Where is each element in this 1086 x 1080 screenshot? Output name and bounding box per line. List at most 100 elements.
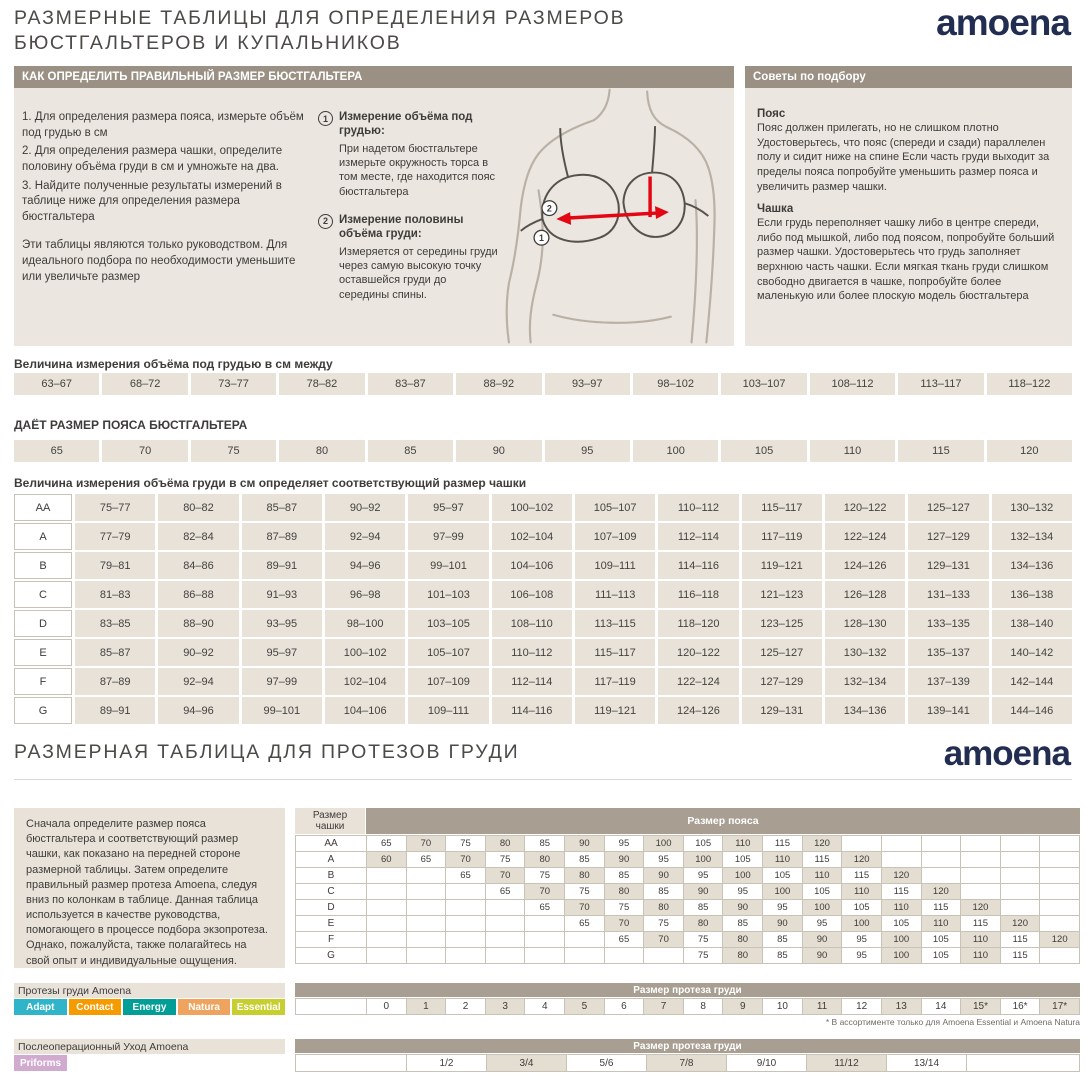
prosthesis-band-cell: 95 [644, 852, 683, 867]
prosthesis-band-cell: 115 [1000, 948, 1040, 963]
prosthesis-band-cell: 105 [921, 948, 961, 963]
prosthesis-band-cell: 95 [842, 948, 881, 963]
prosthesis-band-cell: 105 [683, 836, 723, 851]
prosthesis-band-cell: 110 [723, 836, 763, 851]
bust-range-cell: 87–89 [75, 668, 156, 695]
prosthesis-band-cell: 90 [802, 948, 842, 963]
prosthesis-band-cell [604, 948, 644, 963]
prosthesis-band-cell: 120 [1040, 932, 1079, 947]
cup-size-row: D 83–85 88–90 93–95 98–100 103–105 108–110 113–… [14, 610, 1072, 637]
prosthesis-band-cell: 100 [763, 884, 802, 899]
prosthesis-band-cell: 85 [604, 868, 644, 883]
prosthesis-band-cell: 80 [723, 948, 763, 963]
bust-range-cell: 114–116 [491, 697, 572, 724]
prosthesis-band-cell: 120 [881, 868, 921, 883]
bust-range-cell: 102–104 [324, 668, 406, 695]
prosthesis-band-cell: 75 [485, 852, 525, 867]
prosthesis-band-cell: 90 [604, 852, 644, 867]
bust-range-cell: 86–88 [158, 581, 239, 608]
steps-column: 1. Для определения размера пояса, измерь… [14, 88, 316, 346]
prosthesis-band-cell [367, 884, 406, 899]
measurement-2-body: Измерение половины объёма груди: Измеряе… [339, 213, 498, 302]
tip-band-text: Пояс должен прилегать, но не слишком пло… [757, 122, 1050, 193]
bust-range-cell: 92–94 [324, 523, 406, 550]
bust-range-cell: 125–127 [741, 639, 822, 666]
prosthesis-band-cell: 90 [802, 932, 842, 947]
band-size-cell: 70 [102, 440, 188, 462]
prosthesis-band-cell: 80 [644, 900, 683, 915]
prosthesis-band-cell: 65 [446, 868, 485, 883]
prosthesis-band-cell [446, 932, 485, 947]
measurement-2-title: Измерение половины объёма груди: [339, 213, 464, 241]
sizes-footnote: * В ассортименте только для Amoena Essen… [825, 1017, 1080, 1027]
prosthesis-band-cell [961, 836, 1000, 851]
prosthesis-band-cell [921, 868, 961, 883]
bust-range-cell: 137–139 [908, 668, 989, 695]
cup-letter-cell: AA [14, 494, 72, 521]
care-size-cell: 11/12 [807, 1055, 886, 1071]
measurement-1-title: Измерение объёма под грудью: [339, 111, 473, 138]
bust-range-cell: 129–131 [908, 552, 989, 579]
prosthesis-band-cell: 110 [961, 948, 1000, 963]
bust-range-cell: 82–84 [158, 523, 239, 550]
underbust-range-cell: 93–97 [544, 373, 630, 395]
prosthesis-band-cell [1000, 852, 1040, 867]
band-size-row: 65 70 75 80 85 90 95 100 105 110 115 120 [14, 440, 1073, 462]
care-size-cell: 13/14 [887, 1055, 966, 1071]
prosthesis-band-cell: 65 [565, 916, 604, 931]
bust-range-cell: 105–107 [574, 494, 656, 521]
prosthesis-band-cell: 75 [525, 868, 565, 883]
prosthesis-band-cell [1000, 868, 1040, 883]
prosthesis-band-cell: 105 [921, 932, 961, 947]
bust-range-cell: 122–124 [824, 523, 906, 550]
prosthesis-table-header: Размер чашки Размер пояса [295, 808, 1080, 834]
bust-range-cell: 136–138 [991, 581, 1072, 608]
bust-range-cell: 134–136 [824, 697, 906, 724]
care-size-trailing-cell [967, 1055, 1079, 1071]
cup-size-row: AA 75–77 80–82 85–87 90–92 95–97 100–102 105–10… [14, 494, 1072, 521]
figure-callouts: 2 1 [533, 200, 558, 246]
bust-range-cell: 107–109 [574, 523, 656, 550]
product-lines-label: Протезы груди Amoena [14, 983, 285, 998]
prosthesis-band-cell: 85 [723, 916, 763, 931]
prosthesis-band-cell [1040, 884, 1079, 899]
bust-range-cell: 80–82 [158, 494, 239, 521]
prosthesis-band-cell [525, 916, 565, 931]
prosthesis-size-cell: 16* [1000, 999, 1040, 1014]
prosthesis-band-cell: 95 [604, 836, 644, 851]
prosthesis-band-cell [565, 948, 604, 963]
prosthesis-section-title: РАЗМЕРНАЯ ТАБЛИЦА ДЛЯ ПРОТЕЗОВ ГРУДИ [14, 741, 520, 763]
figure-callout-2: 2 [547, 204, 552, 214]
measurement-arrows [556, 176, 669, 225]
care-size-row: 1/2 3/4 5/6 7/8 9/10 11/12 13/14 [295, 1054, 1080, 1072]
bust-range-cell: 119–121 [741, 552, 822, 579]
prosthesis-band-cell: 115 [763, 836, 802, 851]
tip-band-title: Пояс [757, 108, 786, 120]
prosthesis-band-cell: 110 [842, 884, 881, 899]
prosthesis-band-cell: 115 [921, 900, 961, 915]
bust-range-cell: 81–83 [75, 581, 156, 608]
prosthesis-band-cell: 100 [802, 900, 842, 915]
prosthesis-cup-cell: AA [296, 836, 366, 851]
prosthesis-band-cell: 95 [802, 916, 842, 931]
prosthesis-band-cell: 85 [565, 852, 604, 867]
bust-range-cell: 97–99 [408, 523, 489, 550]
bust-range-cell: 90–92 [158, 639, 239, 666]
circle-2-icon: 2 [318, 213, 333, 229]
prosthesis-band-cell: 70 [525, 884, 565, 899]
bust-range-cell: 112–114 [491, 668, 572, 695]
prosthesis-band-cell: 65 [525, 900, 565, 915]
bust-range-cell: 135–137 [908, 639, 989, 666]
bust-range-cell: 132–134 [991, 523, 1072, 550]
bust-range-cell: 109–111 [408, 697, 489, 724]
care-size-cell: 7/8 [647, 1055, 726, 1071]
prosthesis-size-cell: 8 [683, 999, 723, 1014]
prosthesis-band-cell: 100 [644, 836, 683, 851]
bust-range-cell: 99–101 [241, 697, 322, 724]
product-line-chips: Adapt Contact Energy Natura Essential [14, 999, 285, 1015]
how-to-panel: 1. Для определения размера пояса, измерь… [14, 88, 734, 346]
measurements-column: 1 Измерение объёма под грудью: При надет… [316, 88, 502, 346]
prosthesis-band-cell: 105 [881, 916, 921, 931]
prosthesis-band-cell: 120 [961, 900, 1000, 915]
prosthesis-band-cell: 70 [446, 852, 485, 867]
